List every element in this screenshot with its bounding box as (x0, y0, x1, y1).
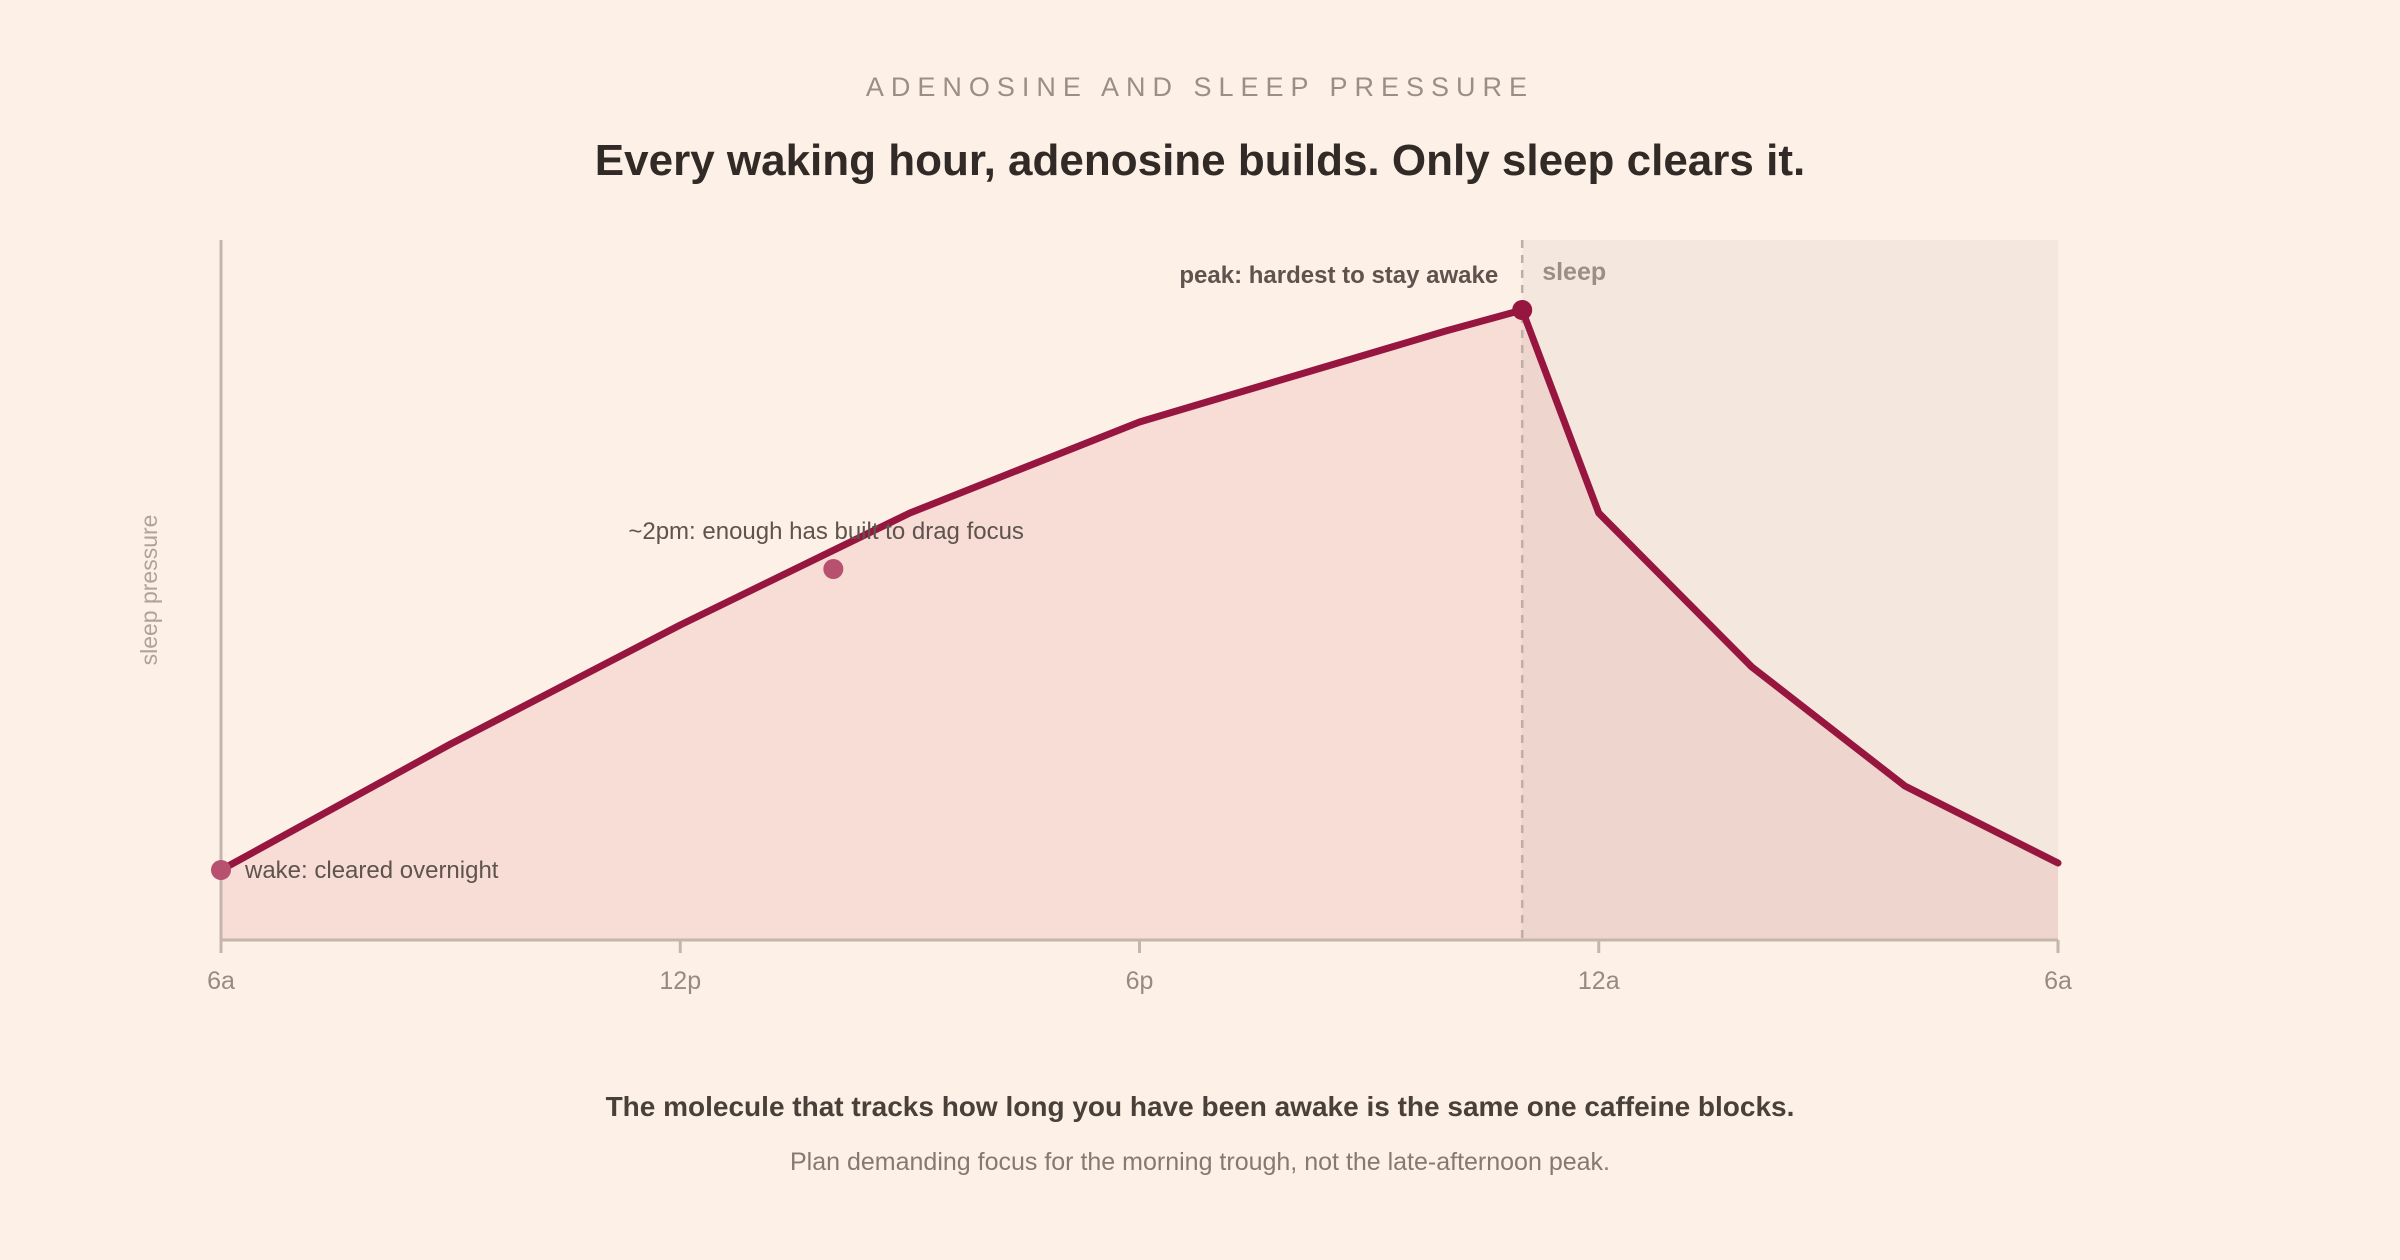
takeaway-text: The molecule that tracks how long you ha… (605, 1091, 1795, 1122)
x-tick-label: 12a (1578, 967, 1620, 995)
chart-kicker: ADENOSINE AND SLEEP PRESSURE (865, 72, 1535, 102)
annotation-label-focus: ~2pm: enough has built to drag focus (628, 518, 1024, 545)
sleep-region-label: sleep (1542, 258, 1606, 286)
sleep-overlap-fill (1522, 310, 2058, 940)
x-tick-label: 6p (1126, 967, 1154, 995)
series-line (217, 306, 2062, 874)
annotations: wake: cleared overnight ~2pm: enough has … (211, 262, 1533, 884)
annotation-label-peak: peak: hardest to stay awake (1179, 262, 1498, 289)
y-axis-label: sleep pressure (136, 515, 162, 666)
annotation-marker-wake (211, 860, 231, 880)
annotation-label-wake: wake: cleared overnight (244, 857, 499, 884)
x-tick-label: 6a (2044, 967, 2072, 995)
x-ticks: 6a 12p 6p 12a 6a (207, 940, 2072, 995)
x-tick-label: 12p (659, 967, 701, 995)
annotation-marker-peak (1512, 300, 1533, 320)
subnote-text: Plan demanding focus for the morning tro… (790, 1148, 1610, 1176)
annotation-marker-focus (823, 559, 844, 579)
x-tick-label: 6a (207, 967, 235, 995)
chart-title: Every waking hour, adenosine builds. Onl… (594, 136, 1806, 185)
